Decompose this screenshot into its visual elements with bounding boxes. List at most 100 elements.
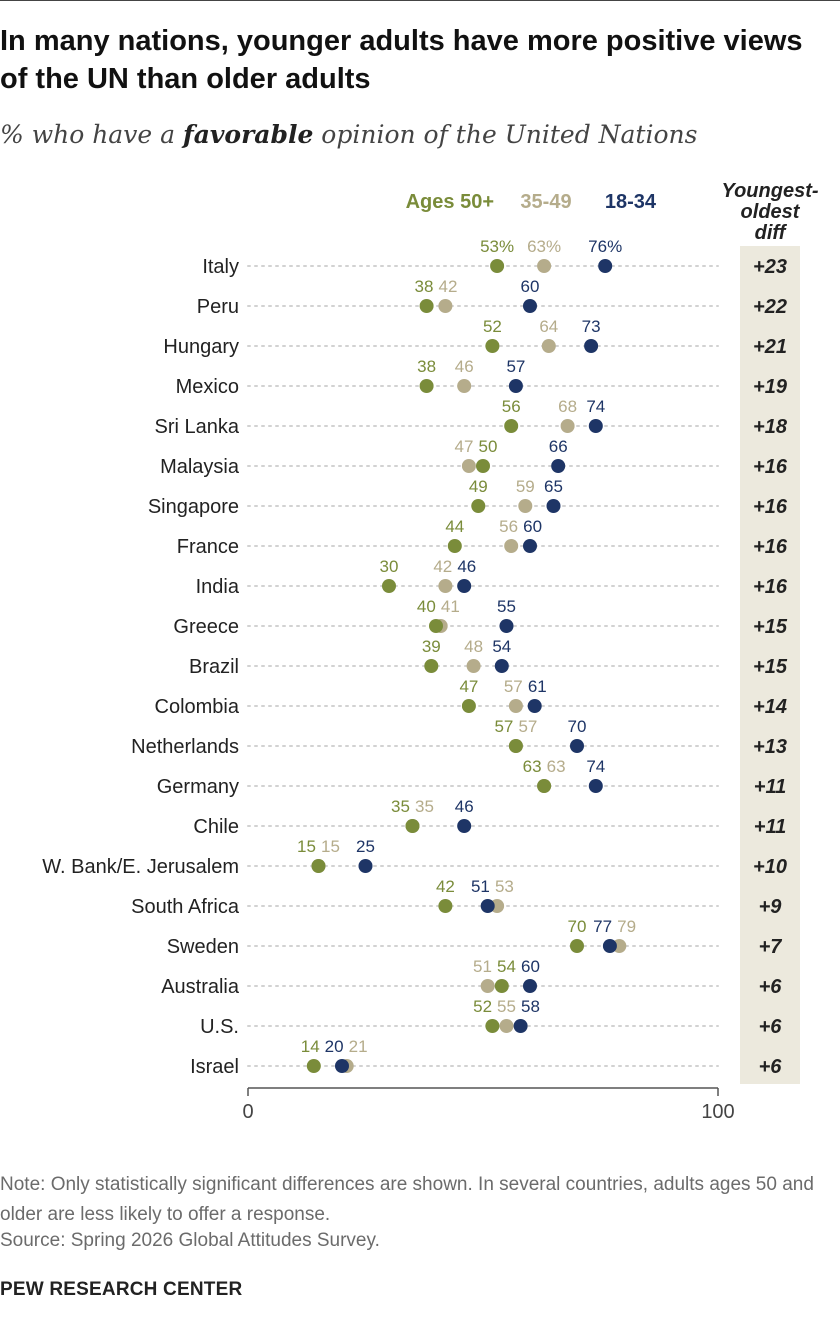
dot-ages50 bbox=[306, 1059, 321, 1073]
dot-ages35 bbox=[537, 259, 552, 273]
country-label: Colombia bbox=[155, 696, 240, 718]
diff-value: +19 bbox=[753, 376, 788, 398]
value-label-ages35: 35 bbox=[415, 797, 434, 816]
value-label-ages35: 42 bbox=[439, 277, 458, 296]
value-label-ages35: 15 bbox=[321, 837, 340, 856]
value-label-ages50: 38 bbox=[417, 357, 436, 376]
dot-ages50 bbox=[461, 699, 476, 713]
value-label-ages18: 66 bbox=[549, 437, 568, 456]
dot-ages18 bbox=[570, 739, 584, 753]
country-label: Sweden bbox=[167, 936, 239, 958]
dot-ages35 bbox=[518, 499, 533, 513]
country-label: Netherlands bbox=[131, 736, 239, 758]
country-label: France bbox=[177, 536, 239, 558]
chart-title: In many nations, younger adults have mor… bbox=[0, 25, 803, 95]
value-label-ages18: 25 bbox=[356, 837, 375, 856]
dot-ages50 bbox=[570, 939, 584, 953]
diff-value: +16 bbox=[753, 536, 788, 558]
dot-ages35 bbox=[438, 299, 453, 313]
dot-ages18 bbox=[546, 499, 561, 513]
diff-header-line: Youngest- bbox=[721, 180, 818, 202]
value-label-ages50: 70 bbox=[568, 917, 587, 936]
dot-ages35 bbox=[504, 539, 519, 553]
dot-ages18 bbox=[523, 299, 537, 313]
dot-ages18 bbox=[551, 459, 566, 473]
value-label-ages50: 52 bbox=[473, 997, 492, 1016]
dot-ages50 bbox=[419, 379, 434, 393]
value-label-ages50: 35 bbox=[391, 797, 410, 816]
legend-ages35: 35-49 bbox=[520, 191, 571, 213]
dot-ages18 bbox=[358, 859, 373, 873]
value-label-ages50: 56 bbox=[502, 397, 521, 416]
diff-value: +22 bbox=[753, 296, 787, 318]
dot-ages18 bbox=[480, 899, 495, 913]
dot-ages50 bbox=[490, 259, 505, 273]
value-label-ages18: 46 bbox=[455, 797, 474, 816]
dot-ages18 bbox=[335, 1059, 349, 1073]
value-label-ages50: 30 bbox=[380, 557, 399, 576]
subtitle-emphasis: favorable bbox=[182, 120, 314, 149]
value-label-ages18: 58 bbox=[521, 997, 540, 1016]
diff-value: +16 bbox=[753, 496, 788, 518]
dot-ages35 bbox=[480, 979, 495, 993]
diff-value: +15 bbox=[753, 616, 788, 638]
value-label-ages50: 38 bbox=[415, 277, 434, 296]
dot-ages50 bbox=[438, 899, 453, 913]
dot-ages50 bbox=[429, 619, 443, 633]
diff-value: +6 bbox=[759, 976, 783, 998]
value-label-ages35: 57 bbox=[504, 677, 523, 696]
value-label-ages50: 15 bbox=[297, 837, 316, 856]
value-label-ages35: 46 bbox=[455, 357, 474, 376]
value-label-ages35: 57 bbox=[518, 717, 537, 736]
x-tick-label: 0 bbox=[242, 1101, 253, 1123]
legend-ages50: Ages 50+ bbox=[406, 191, 494, 213]
value-label-ages50: 42 bbox=[436, 877, 455, 896]
value-label-ages18: 70 bbox=[568, 717, 587, 736]
value-label-ages35: 59 bbox=[516, 477, 535, 496]
value-label-ages50: 40 bbox=[417, 597, 436, 616]
diff-header-line: oldest bbox=[741, 201, 801, 223]
value-label-ages18: 61 bbox=[528, 677, 547, 696]
dot-ages18 bbox=[523, 539, 537, 553]
subtitle-suffix: opinion of the United Nations bbox=[313, 120, 698, 149]
value-label-ages35: 63% bbox=[527, 237, 561, 256]
diff-value: +9 bbox=[759, 896, 783, 918]
value-label-ages18: 51 bbox=[471, 877, 490, 896]
legend-ages18: 18-34 bbox=[605, 191, 657, 213]
diff-column-background bbox=[740, 246, 800, 1084]
value-label-ages18: 60 bbox=[521, 277, 540, 296]
dot-ages50 bbox=[508, 739, 523, 753]
diff-value: +21 bbox=[753, 336, 787, 358]
value-label-ages50: 54 bbox=[497, 957, 516, 976]
dot-ages35 bbox=[508, 699, 523, 713]
value-label-ages18: 46 bbox=[457, 557, 476, 576]
dot-ages18 bbox=[584, 339, 599, 353]
country-label: Peru bbox=[197, 296, 239, 318]
x-tick-label: 100 bbox=[701, 1101, 734, 1123]
value-label-ages35: 41 bbox=[441, 597, 460, 616]
value-label-ages18: 77 bbox=[593, 917, 612, 936]
dot-ages50 bbox=[485, 1019, 500, 1033]
dot-ages50 bbox=[424, 659, 439, 673]
chart-subtitle: % who have a favorable opinion of the Un… bbox=[0, 120, 697, 149]
value-label-ages50: 52 bbox=[483, 317, 502, 336]
value-label-ages18: 74 bbox=[586, 757, 605, 776]
diff-value: +15 bbox=[753, 656, 788, 678]
country-label: Israel bbox=[190, 1056, 239, 1078]
diff-value: +18 bbox=[753, 416, 788, 438]
dot-ages50 bbox=[494, 979, 509, 993]
dot-ages35 bbox=[461, 459, 476, 473]
dot-ages50 bbox=[537, 779, 552, 793]
dot-ages35 bbox=[466, 659, 481, 673]
dot-ages18 bbox=[499, 619, 514, 633]
value-label-ages50: 57 bbox=[494, 717, 513, 736]
dot-ages18 bbox=[523, 979, 537, 993]
diff-value: +11 bbox=[754, 776, 786, 798]
country-label: South Africa bbox=[131, 896, 240, 918]
country-label: Chile bbox=[193, 816, 239, 838]
value-label-ages18: 74 bbox=[586, 397, 605, 416]
value-label-ages50: 50 bbox=[478, 437, 497, 456]
diff-value: +7 bbox=[759, 936, 783, 958]
dot-ages50 bbox=[419, 299, 434, 313]
dot-ages18 bbox=[588, 779, 603, 793]
